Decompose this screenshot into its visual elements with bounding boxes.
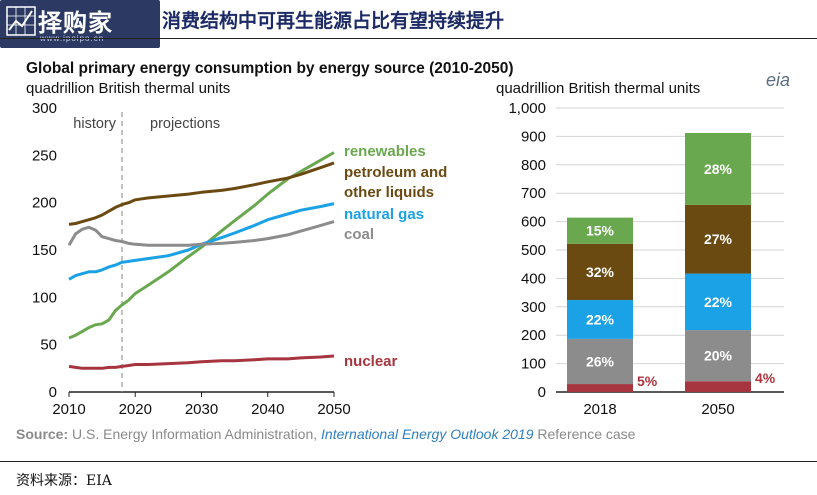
line-y-tick-label: 0: [49, 384, 57, 401]
bar-segment-coal: [567, 338, 633, 385]
brand-logo: 择购家 www.ipoipo.cn: [0, 0, 160, 48]
bar-share-label: 26%: [586, 353, 615, 369]
page-title: 消费结构中可再生能源占比有望持续提升: [162, 10, 505, 32]
history-label: history: [73, 116, 116, 132]
bar-share-label: 4%: [755, 370, 776, 386]
series-label-petroleum: other liquids: [344, 184, 434, 201]
series-line-renewables: [68, 151, 335, 340]
bar-share-label: 5%: [637, 373, 658, 389]
series-line-petroleum-and-other-liquids: [68, 161, 335, 226]
source-citation: Source: U.S. Energy Information Administ…: [16, 426, 635, 442]
footer-note: 资料来源：EIA: [16, 473, 112, 489]
eia-logo: eia: [766, 70, 791, 90]
line-x-tick-label: 2040: [251, 401, 284, 418]
bar-share-label: 22%: [586, 311, 615, 327]
projections-label: projections: [150, 116, 220, 132]
bar-segment-natural-gas: [685, 273, 751, 331]
bar-share-label: 15%: [586, 223, 615, 239]
bar-y-tick-label: 800: [521, 157, 546, 174]
source-tail: Reference case: [533, 426, 636, 442]
bar-segment-petroleum-and-other-liquids: [685, 204, 751, 274]
logo-text: 择购家: [38, 9, 113, 37]
bar-category-label: 2018: [583, 401, 616, 418]
bar-y-tick-label: 0: [538, 384, 546, 401]
series-line-coal: [67, 220, 335, 247]
bar-segment-natural-gas: [567, 299, 633, 339]
source-report-link[interactable]: International Energy Outlook 2019: [321, 426, 534, 442]
bar-segment-renewables: [685, 132, 751, 205]
bar-y-tick-label: 1,000: [508, 100, 546, 117]
bar-y-tick-label: 400: [521, 270, 546, 287]
line-y-tick-label: 250: [32, 147, 57, 164]
source-key: Source:: [16, 426, 69, 442]
footer-divider: [0, 461, 817, 462]
bar-share-label: 27%: [704, 231, 733, 247]
series-line-nuclear: [68, 354, 335, 370]
line-x-tick-label: 2030: [185, 401, 218, 418]
document-header: 择购家 www.ipoipo.cn 消费结构中可再生能源占比有望持续提升: [0, 0, 817, 48]
line-y-tick-label: 150: [32, 242, 57, 259]
bar-share-label: 20%: [704, 348, 733, 364]
bar-y-tick-label: 200: [521, 327, 546, 344]
series-label-renewables: renewables: [344, 143, 426, 160]
bar-share-label: 22%: [704, 294, 733, 310]
bar-y-tick-label: 600: [521, 214, 546, 231]
figure-panel: 0 50 100 150 200 250 300 2010 2020 2030 2040 2050 hi…: [14, 50, 804, 450]
bar-segment-petroleum-and-other-liquids: [567, 243, 633, 300]
series-label-nuclear: nuclear: [344, 353, 398, 370]
bar-share-label: 28%: [704, 161, 733, 177]
bar-y-tick-label: 700: [521, 185, 546, 202]
line-y-tick-label: 300: [32, 100, 57, 117]
right-axis-unit: quadrillion British thermal units: [496, 80, 701, 97]
bar-segment-coal: [685, 330, 751, 382]
chart-title: Global primary energy consumption by ene…: [26, 60, 514, 77]
line-y-tick-label: 100: [32, 289, 57, 306]
bar-y-tick-label: 500: [521, 242, 546, 259]
bar-share-label: 32%: [586, 264, 615, 280]
bar-y-tick-label: 100: [521, 356, 546, 373]
line-y-tick-label: 50: [40, 337, 57, 354]
bar-y-tick-label: 300: [521, 299, 546, 316]
chart-logo-icon: [6, 6, 36, 36]
left-axis-unit: quadrillion British thermal units: [26, 80, 231, 97]
bar-y-tick-label: 900: [521, 128, 546, 145]
line-x-tick-label: 2010: [52, 401, 85, 418]
bar-segment-nuclear: [567, 384, 633, 392]
bar-segment-nuclear: [685, 381, 751, 392]
line-y-tick-label: 200: [32, 195, 57, 212]
chart-canvas: 0 50 100 150 200 250 300 2010 2020 2030 2040 2050 hi…: [32, 100, 784, 418]
series-label-natural_gas: natural gas: [344, 206, 424, 223]
bar-category-label: 2050: [701, 401, 734, 418]
series-line-natural-gas: [68, 202, 335, 281]
line-x-tick-label: 2050: [317, 401, 350, 418]
bar-segment-renewables: [567, 217, 633, 244]
line-x-tick-label: 2020: [119, 401, 152, 418]
series-label-petroleum: petroleum and: [344, 164, 447, 181]
series-label-coal: coal: [344, 226, 374, 243]
header-divider: [0, 38, 817, 39]
source-text: U.S. Energy Information Administration,: [68, 426, 322, 442]
